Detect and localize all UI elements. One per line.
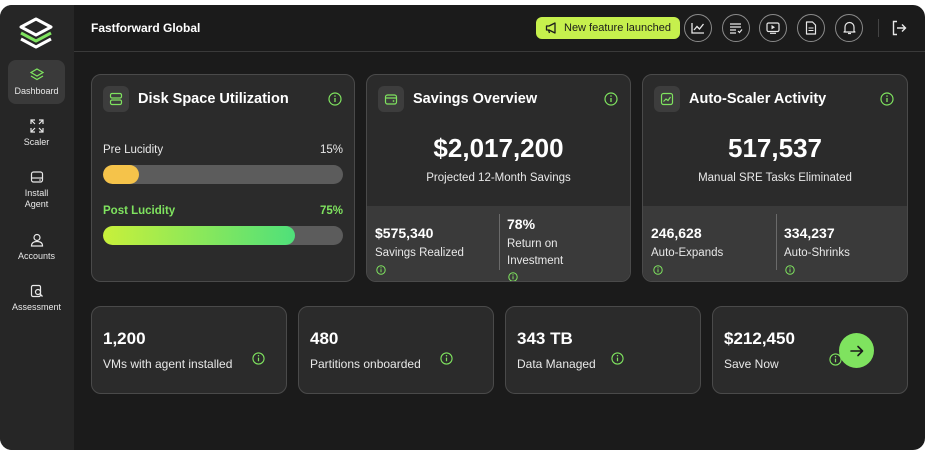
kpi-label: VMs with agent installed: [103, 357, 233, 371]
autoscaler-stats-strip: 246,628 Auto-Expands 334,237 Auto-Shrink…: [643, 206, 907, 281]
user-icon: [30, 233, 43, 247]
info-icon[interactable]: [611, 352, 624, 365]
org-name: Fastforward Global: [91, 21, 201, 35]
savings-realized-value: $575,340: [375, 225, 434, 241]
disk-utilization-card: Disk Space Utilization Pre Lucidity 15% …: [91, 74, 355, 282]
app-window: Dashboard Scaler Install Agent Accounts …: [0, 5, 925, 450]
arrow-right-icon: [849, 345, 863, 356]
savings-realized-label: Savings Realized: [375, 247, 464, 259]
kpi-value: 480: [310, 329, 339, 348]
layers-icon: [29, 67, 44, 80]
bell-icon: [842, 21, 856, 35]
sre-tasks-eliminated-caption: Manual SRE Tasks Eliminated: [698, 172, 852, 184]
strip-divider: [499, 214, 500, 270]
auto-expands-label: Auto-Expands: [651, 247, 724, 259]
video-icon: [766, 22, 780, 34]
kpi-value: 343 TB: [517, 329, 573, 348]
info-icon[interactable]: [604, 92, 618, 106]
save-now-button[interactable]: [839, 333, 874, 368]
chart-icon: [691, 23, 705, 34]
notifications-button[interactable]: [835, 14, 863, 42]
kpi-label: Data Managed: [517, 357, 596, 371]
kpi-card-save-now[interactable]: $212,450 Save Now: [712, 306, 908, 394]
sidebar-item-label: Accounts: [17, 251, 56, 261]
kpi-card-partitions: 480 Partitions onboarded: [298, 306, 494, 394]
expand-icon: [29, 119, 44, 133]
list-button[interactable]: [722, 14, 750, 42]
sidebar-item-assessment[interactable]: Assessment: [8, 284, 65, 313]
announcement-badge[interactable]: New feature launched: [536, 17, 681, 39]
video-button[interactable]: [759, 14, 787, 42]
info-icon[interactable]: [880, 92, 894, 106]
savings-overview-card: Savings Overview $2,017,200 Projected 12…: [366, 74, 631, 282]
projected-savings-caption: Projected 12-Month Savings: [426, 172, 571, 184]
sidebar-item-scaler[interactable]: Scaler: [8, 119, 65, 148]
server-icon: [103, 86, 129, 112]
info-icon[interactable]: [328, 92, 342, 106]
kpi-label: Save Now: [724, 357, 779, 371]
logout-button[interactable]: [891, 20, 907, 41]
document-icon: [805, 21, 817, 35]
sidebar-item-label: Assessment: [11, 302, 62, 312]
info-icon[interactable]: [440, 352, 453, 365]
toolbar-divider: [878, 19, 879, 37]
drive-icon: [30, 171, 43, 183]
post-lucidity-value: 75%: [319, 205, 343, 217]
projected-savings-amount: $2,017,200: [433, 133, 564, 163]
auto-shrinks-label: Auto-Shrinks: [784, 247, 850, 259]
info-icon[interactable]: [252, 352, 265, 365]
sidebar-item-accounts[interactable]: Accounts: [8, 233, 65, 262]
pre-lucidity-value: 15%: [319, 144, 343, 156]
pre-lucidity-label: Pre Lucidity: [103, 144, 164, 156]
search-document-icon: [30, 284, 43, 298]
info-icon[interactable]: [508, 272, 518, 281]
logout-icon: [892, 20, 907, 36]
roi-value: 78%: [507, 216, 536, 232]
pre-lucidity-bar: [103, 165, 343, 184]
pre-lucidity-bar-fill: [103, 165, 139, 184]
kpi-card-vms: 1,200 VMs with agent installed: [91, 306, 287, 394]
kpi-card-data-managed: 343 TB Data Managed: [505, 306, 701, 394]
kpi-label: Partitions onboarded: [310, 357, 421, 371]
savings-stats-strip: $575,340 Savings Realized 78% Return on …: [367, 206, 630, 281]
info-icon[interactable]: [653, 265, 663, 275]
auto-expands-value: 246,628: [651, 225, 702, 241]
logo: [18, 17, 54, 51]
sre-tasks-eliminated-amount: 517,537: [728, 133, 822, 163]
card-title: Auto-Scaler Activity: [689, 91, 827, 107]
sidebar-item-label: Dashboard: [14, 85, 59, 96]
trend-icon: [654, 86, 680, 112]
sidebar: Dashboard Scaler Install Agent Accounts …: [0, 5, 74, 450]
analytics-button[interactable]: [684, 14, 712, 42]
card-title: Savings Overview: [413, 91, 538, 107]
sidebar-item-label: Scaler: [23, 137, 50, 147]
megaphone-icon: [545, 22, 556, 34]
kpi-value: $212,450: [724, 329, 795, 348]
card-title: Disk Space Utilization: [138, 91, 289, 107]
wallet-icon: [378, 86, 404, 112]
post-lucidity-bar-fill: [103, 226, 295, 245]
post-lucidity-label: Post Lucidity: [103, 205, 176, 217]
info-icon[interactable]: [785, 265, 795, 275]
info-icon[interactable]: [376, 265, 386, 275]
kpi-value: 1,200: [103, 329, 146, 348]
autoscaler-activity-card: Auto-Scaler Activity 517,537 Manual SRE …: [642, 74, 908, 282]
sidebar-item-install-agent[interactable]: Install Agent: [8, 170, 65, 210]
list-icon: [730, 23, 743, 34]
auto-shrinks-value: 334,237: [784, 225, 835, 241]
top-bar: Fastforward Global New feature launched: [74, 5, 925, 52]
sidebar-item-label: Install Agent: [24, 188, 49, 209]
roi-label: Return on Investment: [507, 238, 564, 267]
sidebar-item-dashboard[interactable]: Dashboard: [8, 60, 65, 104]
document-button[interactable]: [797, 14, 825, 42]
strip-divider: [776, 214, 777, 270]
post-lucidity-bar: [103, 226, 343, 245]
announcement-text: New feature launched: [564, 22, 672, 34]
